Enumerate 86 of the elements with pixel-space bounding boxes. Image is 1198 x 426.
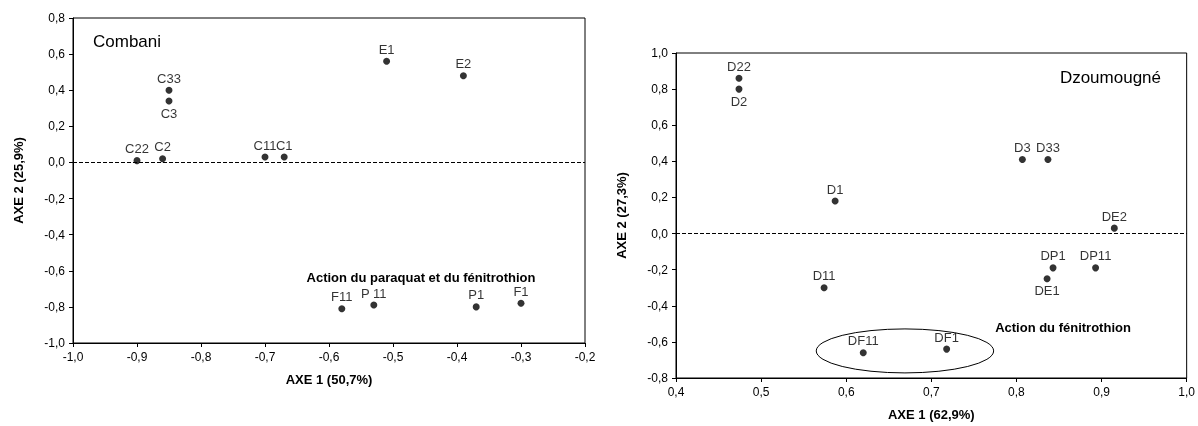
- y-axis-title: AXE 2 (25,9%): [11, 137, 26, 224]
- y-tick-label: 0,8: [48, 11, 66, 25]
- y-tick-label: -0,8: [44, 299, 66, 314]
- data-label: DF1: [934, 329, 959, 345]
- data-label: F11: [331, 289, 353, 305]
- data-label: C1: [275, 137, 293, 153]
- data-label: DE2: [1101, 208, 1127, 224]
- y-tick-label: 0,4: [651, 154, 669, 169]
- data-label: DP1: [1040, 248, 1066, 264]
- data-label: D3: [1014, 140, 1031, 156]
- y-tick-label: -0,2: [44, 191, 66, 206]
- x-tick-label: 1,0: [1178, 385, 1196, 399]
- data-label: DE1: [1034, 283, 1060, 299]
- x-tick-label: 0,9: [1093, 385, 1111, 399]
- x-tick-label: -0,3: [510, 350, 532, 364]
- point: [159, 155, 167, 163]
- data-label: C33: [157, 70, 181, 86]
- point: [1092, 264, 1100, 272]
- data-label: E1: [378, 41, 395, 57]
- point: [1110, 224, 1118, 232]
- data-label: E2: [455, 56, 472, 72]
- point: [517, 299, 525, 307]
- y-tick-label: 1,0: [651, 46, 669, 60]
- x-tick-label: -0,2: [574, 350, 596, 364]
- x-axis-title: AXE 1 (50,7%): [285, 372, 373, 387]
- x-tick-label: 0,5: [752, 385, 770, 399]
- x-axis-title: AXE 1 (62,9%): [887, 407, 975, 422]
- data-label: D22: [727, 58, 751, 74]
- y-tick-label: -0,8: [647, 371, 669, 385]
- x-tick-label: -0,6: [318, 350, 340, 364]
- y-tick-label: 0,2: [48, 119, 66, 134]
- y-tick-label: 0,4: [48, 83, 66, 98]
- point: [820, 284, 828, 292]
- data-label: D33: [1036, 140, 1060, 156]
- annotation: Action du paraquat et du fénitrothion: [306, 269, 536, 285]
- data-label: DF11: [847, 333, 879, 349]
- y-tick-label: -0,6: [647, 334, 669, 349]
- data-label: P1: [468, 287, 485, 303]
- point: [472, 303, 480, 311]
- data-label: C11: [253, 137, 277, 153]
- x-tick-label: -0,9: [126, 350, 148, 364]
- point: [859, 349, 867, 357]
- point: [1044, 156, 1052, 164]
- point: [1018, 156, 1026, 164]
- y-tick-label: -0,2: [647, 262, 669, 277]
- annotation: Action du fénitrothion: [995, 319, 1131, 335]
- y-tick-label: 0,6: [651, 118, 669, 133]
- data-label: D11: [812, 268, 836, 284]
- text: Combani: [93, 32, 162, 51]
- y-tick-label: 0,6: [48, 47, 66, 62]
- point: [943, 345, 951, 353]
- x-tick-label: 0,7: [922, 385, 940, 399]
- point: [735, 74, 743, 82]
- data-label: C3: [160, 105, 178, 121]
- x-tick-label: 0,8: [1008, 385, 1026, 399]
- point: [338, 305, 346, 313]
- data-label: D2: [730, 93, 748, 109]
- data-label: P 11: [361, 285, 387, 301]
- x-tick-label: 0,4: [667, 385, 685, 399]
- data-label: DP11: [1079, 248, 1112, 264]
- point: [459, 72, 467, 80]
- point: [383, 57, 391, 65]
- data-label: D1: [826, 181, 844, 197]
- point: [165, 86, 173, 94]
- point: [280, 153, 288, 161]
- y-tick-label: 0,0: [48, 155, 66, 170]
- data-label: C22: [125, 141, 149, 157]
- point: [370, 301, 378, 309]
- x-tick-label: 0,6: [837, 385, 855, 399]
- y-tick-label: 0,8: [651, 82, 669, 97]
- x-tick-label: -0,7: [254, 350, 276, 364]
- x-tick-label: -1,0: [62, 350, 84, 364]
- y-tick-label: -0,4: [647, 298, 669, 313]
- text: Dzoumougné: [1059, 68, 1161, 87]
- x-tick-label: -0,8: [190, 350, 212, 364]
- x-tick-label: -0,5: [382, 350, 404, 364]
- y-tick-label: -0,4: [44, 227, 66, 242]
- y-axis-title: AXE 2 (27,3%): [614, 172, 629, 259]
- point: [1043, 275, 1051, 283]
- y-tick-label: 0,0: [651, 226, 669, 241]
- data-label: C2: [154, 139, 171, 155]
- y-tick-label: 0,2: [651, 190, 669, 205]
- y-tick-label: -1,0: [44, 336, 66, 350]
- x-tick-label: -0,4: [446, 350, 468, 364]
- data-label: F1: [513, 283, 529, 299]
- y-tick-label: -0,6: [44, 263, 66, 278]
